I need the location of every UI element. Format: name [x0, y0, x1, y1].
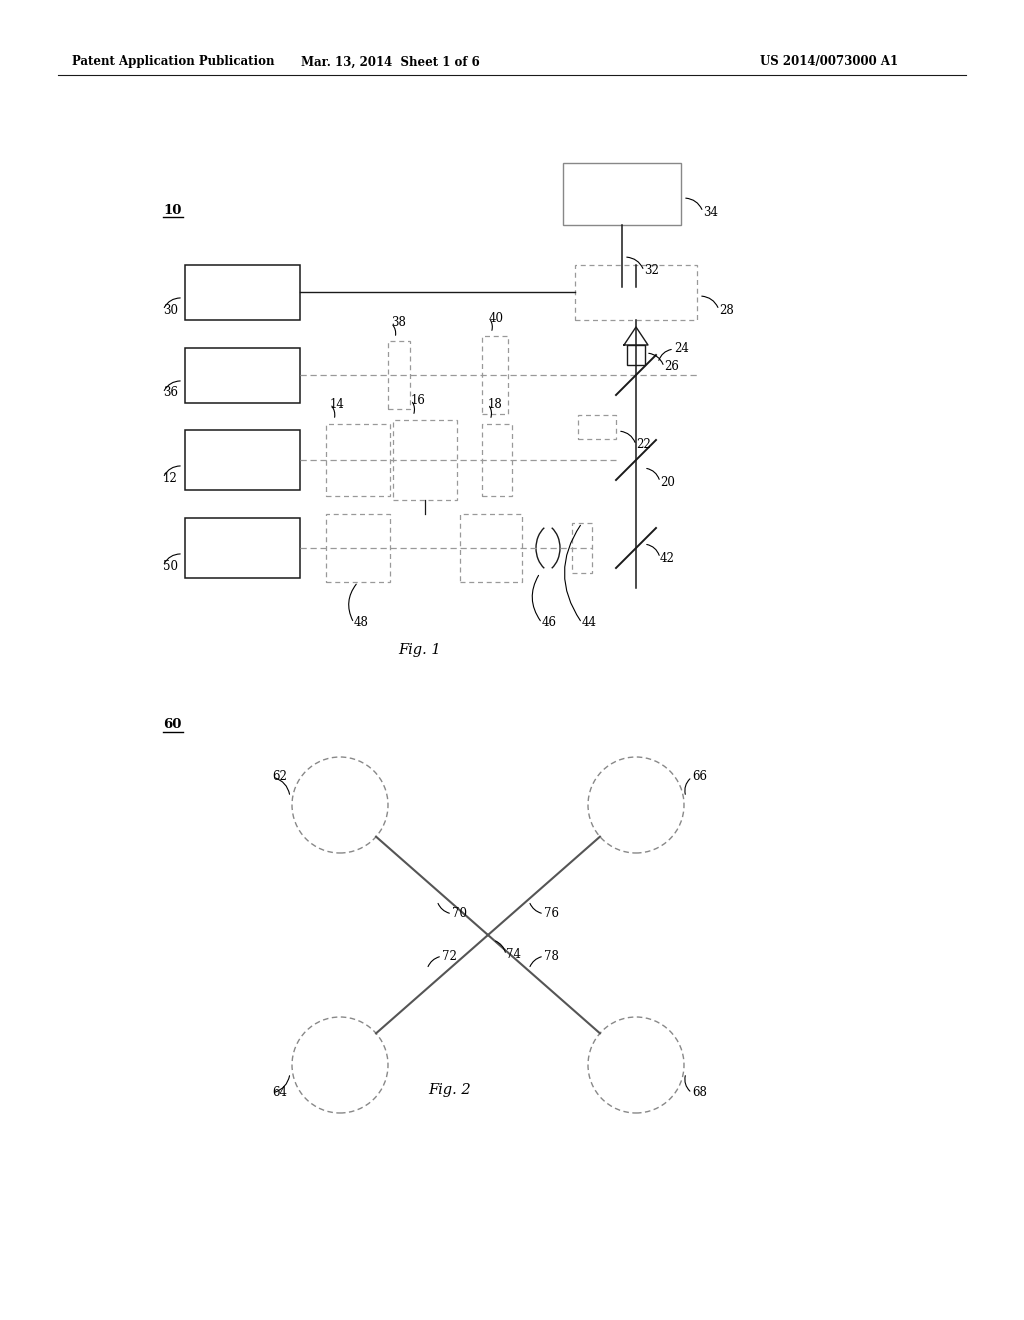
Bar — [575, 265, 697, 319]
Text: 18: 18 — [488, 397, 503, 411]
Text: 26: 26 — [664, 360, 679, 374]
Bar — [578, 414, 616, 440]
Text: 78: 78 — [544, 949, 559, 962]
Text: 22: 22 — [636, 438, 650, 451]
Text: 72: 72 — [442, 949, 457, 962]
Text: 34: 34 — [703, 206, 718, 219]
Text: 62: 62 — [272, 771, 287, 784]
Text: 28: 28 — [719, 304, 734, 317]
Text: 50: 50 — [163, 560, 178, 573]
Text: Fig. 2: Fig. 2 — [429, 1082, 471, 1097]
Bar — [185, 430, 300, 490]
Text: 16: 16 — [411, 393, 426, 407]
Bar — [563, 162, 681, 224]
Bar — [185, 517, 300, 578]
Bar — [388, 341, 410, 409]
Text: 74: 74 — [506, 949, 521, 961]
Bar — [460, 513, 522, 582]
Bar — [185, 348, 300, 403]
Text: Mar. 13, 2014  Sheet 1 of 6: Mar. 13, 2014 Sheet 1 of 6 — [301, 55, 479, 69]
Bar — [326, 424, 390, 496]
Bar — [393, 420, 457, 500]
Text: 40: 40 — [489, 312, 504, 325]
Text: 10: 10 — [163, 203, 181, 216]
Bar — [185, 265, 300, 319]
Bar — [482, 337, 508, 414]
Text: 14: 14 — [330, 397, 345, 411]
Text: Fig. 1: Fig. 1 — [398, 643, 441, 657]
Bar — [627, 345, 645, 366]
Text: 68: 68 — [692, 1086, 707, 1100]
Text: 24: 24 — [674, 342, 689, 355]
Text: 60: 60 — [163, 718, 181, 731]
Text: 44: 44 — [582, 616, 597, 630]
Text: 66: 66 — [692, 771, 707, 784]
Text: 20: 20 — [660, 475, 675, 488]
Bar — [572, 523, 592, 573]
Text: 42: 42 — [660, 552, 675, 565]
Text: 32: 32 — [644, 264, 658, 277]
Text: 48: 48 — [354, 616, 369, 630]
Text: 38: 38 — [391, 317, 406, 330]
Bar — [326, 513, 390, 582]
Text: 36: 36 — [163, 387, 178, 400]
Text: US 2014/0073000 A1: US 2014/0073000 A1 — [760, 55, 898, 69]
Text: 12: 12 — [163, 471, 178, 484]
Text: 76: 76 — [544, 907, 559, 920]
Text: 30: 30 — [163, 304, 178, 317]
Bar — [482, 424, 512, 496]
Text: 46: 46 — [542, 616, 557, 630]
Text: Patent Application Publication: Patent Application Publication — [72, 55, 274, 69]
Text: 70: 70 — [452, 907, 467, 920]
Text: 64: 64 — [272, 1086, 287, 1100]
